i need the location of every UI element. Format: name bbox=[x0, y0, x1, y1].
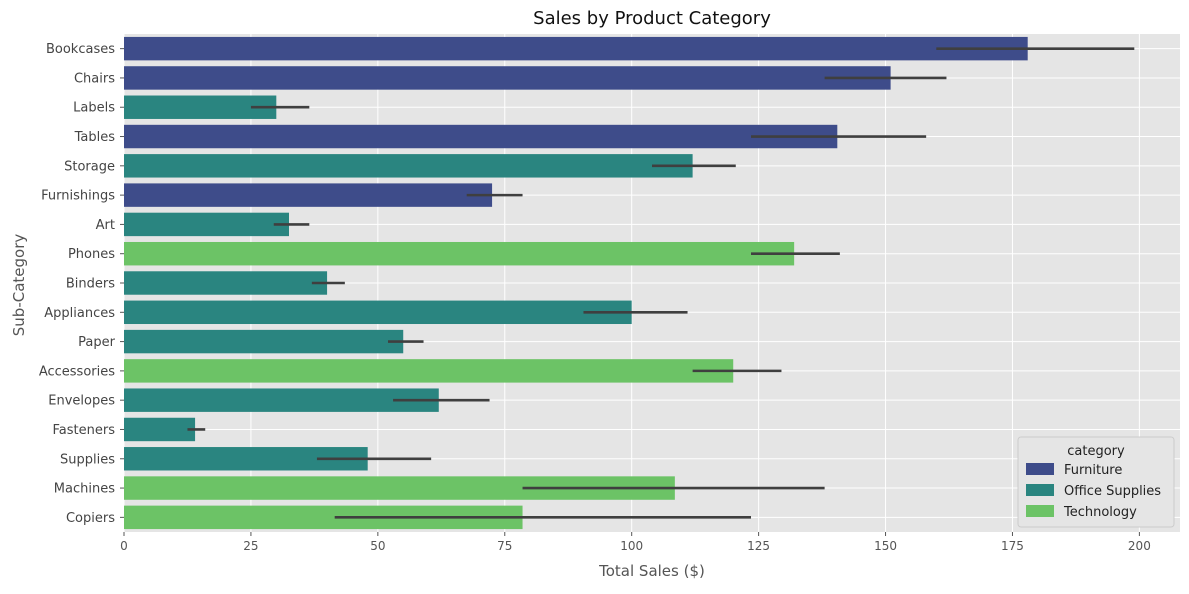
y-tick-label: Paper bbox=[78, 335, 115, 350]
legend-label: Technology bbox=[1063, 505, 1137, 520]
x-tick-label: 150 bbox=[874, 539, 897, 553]
y-tick-label: Fasteners bbox=[53, 423, 116, 438]
y-tick-label: Bookcases bbox=[46, 42, 115, 57]
bar-chairs bbox=[124, 66, 891, 90]
x-tick-label: 200 bbox=[1128, 539, 1151, 553]
legend-label: Office Supplies bbox=[1064, 484, 1161, 499]
bar-furnishings bbox=[124, 183, 493, 207]
bar-machines bbox=[124, 476, 675, 500]
bar-appliances bbox=[124, 300, 632, 325]
x-tick-label: 125 bbox=[747, 539, 770, 553]
bar-copiers bbox=[124, 505, 523, 530]
legend-box bbox=[1017, 436, 1175, 528]
y-tick-label: Accessories bbox=[39, 364, 115, 379]
bars bbox=[124, 36, 1028, 530]
bar-art bbox=[124, 212, 289, 237]
bar-bookcases bbox=[124, 36, 1028, 61]
y-tick-label: Labels bbox=[73, 101, 115, 116]
x-tick-labels: 0 25 50 75 100 125 150 175 200 bbox=[120, 532, 1151, 553]
y-tick-label: Envelopes bbox=[48, 394, 115, 409]
bar-fasteners bbox=[124, 417, 196, 442]
y-tick-label: Storage bbox=[64, 159, 115, 174]
x-tick-label: 75 bbox=[497, 539, 512, 553]
x-tick-label: 100 bbox=[620, 539, 643, 553]
y-tick-label: Binders bbox=[66, 277, 115, 292]
y-tick-label: Appliances bbox=[44, 306, 115, 321]
legend-swatch bbox=[1026, 484, 1054, 496]
legend-swatch bbox=[1026, 505, 1054, 517]
legend-label: Furniture bbox=[1064, 463, 1122, 478]
x-tick-label: 0 bbox=[120, 539, 128, 553]
error-bars bbox=[187, 47, 1135, 519]
legend: category Furniture Office Supplies Technol… bbox=[1017, 436, 1175, 528]
bar-tables bbox=[124, 124, 838, 149]
y-tick-label: Phones bbox=[68, 247, 115, 262]
x-tick-label: 50 bbox=[370, 539, 385, 553]
legend-title: category bbox=[1067, 444, 1125, 459]
bar-phones bbox=[124, 241, 795, 266]
x-tick-label: 25 bbox=[243, 539, 258, 553]
y-tick-label: Chairs bbox=[74, 71, 115, 86]
x-axis-label: Total Sales ($) bbox=[598, 562, 705, 580]
y-tick-labels: Bookcases Chairs Labels Tables Storage Furnis… bbox=[39, 42, 124, 526]
bar-binders bbox=[124, 271, 328, 295]
legend-swatch bbox=[1026, 463, 1054, 475]
y-tick-label: Copiers bbox=[66, 511, 115, 526]
bar-storage bbox=[124, 154, 693, 178]
y-axis-label: Sub-Category bbox=[10, 234, 28, 337]
y-tick-label: Supplies bbox=[60, 452, 115, 467]
y-tick-label: Art bbox=[96, 218, 115, 233]
bar-supplies bbox=[124, 447, 368, 471]
bar-envelopes bbox=[124, 388, 439, 412]
x-tick-label: 175 bbox=[1001, 539, 1024, 553]
bar-accessories bbox=[124, 359, 734, 383]
y-tick-label: Machines bbox=[54, 482, 115, 497]
bar-paper bbox=[124, 329, 404, 354]
bar-labels bbox=[124, 95, 277, 119]
y-tick-label: Tables bbox=[74, 130, 116, 145]
chart-title: Sales by Product Category bbox=[533, 8, 771, 29]
legend-entries: Furniture Office Supplies Technology bbox=[1026, 463, 1161, 520]
y-tick-label: Furnishings bbox=[41, 189, 115, 204]
